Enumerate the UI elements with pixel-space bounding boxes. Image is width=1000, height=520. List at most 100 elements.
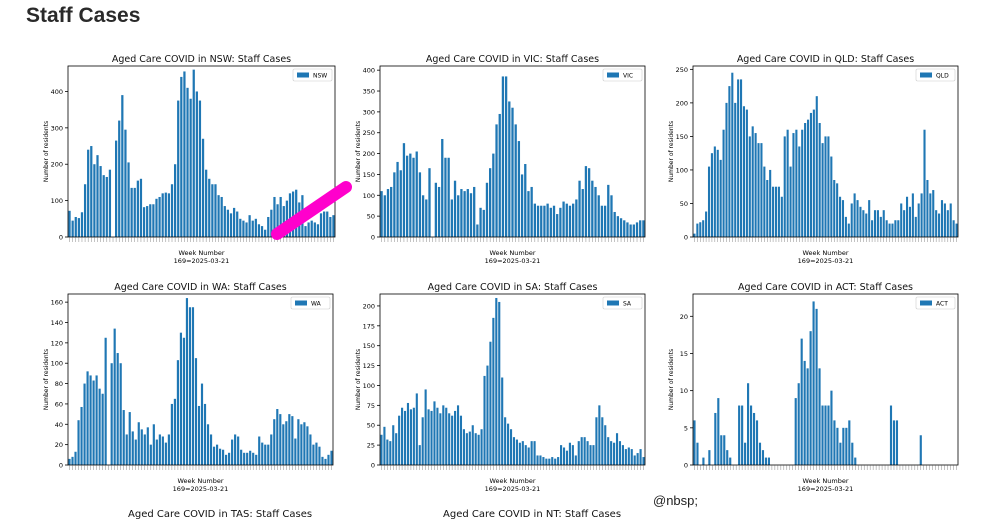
bar-vic-74 — [616, 216, 620, 237]
qld-ytick-label-0: 0 — [684, 234, 688, 242]
bar-act-54 — [854, 457, 857, 465]
act-x-axis-label: Week Number — [803, 477, 849, 485]
bar-qld-19 — [748, 136, 751, 237]
nsw-legend-label: NSW — [313, 73, 327, 80]
bar-vic-56 — [559, 207, 562, 237]
bar-wa-72 — [285, 421, 288, 465]
bar-act-36 — [800, 338, 803, 465]
bar-act-52 — [848, 420, 851, 465]
bar-sa-80 — [615, 433, 619, 465]
bar-sa-32 — [474, 433, 477, 465]
bar-vic-51 — [543, 205, 546, 237]
bar-act-19 — [749, 405, 753, 465]
bar-act-45 — [827, 405, 830, 465]
bar-nsw-15 — [115, 140, 118, 237]
vic-ytick-label-8: 400 — [363, 67, 375, 75]
vic-ytick-label-4: 200 — [363, 150, 375, 158]
bar-qld-45 — [824, 136, 827, 237]
bar-qld-81 — [929, 193, 932, 237]
bar-sa-65 — [571, 445, 574, 465]
bar-vic-11 — [415, 151, 418, 237]
bar-qld-12 — [728, 86, 731, 238]
qld-y-axis-label: Number of residents — [668, 121, 675, 182]
bar-nsw-12 — [105, 176, 108, 237]
bar-qld-9 — [719, 159, 722, 237]
qld-ytick-label-3: 150 — [676, 133, 688, 141]
tas-chart-title: Aged Care COVID in TAS: Staff Cases — [128, 509, 313, 520]
bar-wa-68 — [273, 419, 276, 465]
bar-qld-29 — [777, 186, 780, 237]
bar-wa-76 — [297, 419, 300, 465]
bar-wa-34 — [170, 403, 173, 465]
bar-sa-64 — [568, 442, 571, 465]
bar-wa-35 — [173, 398, 176, 465]
bar-qld-86 — [943, 203, 946, 237]
bar-act-76 — [919, 435, 922, 465]
bar-nsw-46 — [211, 184, 214, 237]
bar-qld-48 — [833, 180, 836, 237]
bar-wa-84 — [321, 456, 324, 465]
bar-vic-15 — [428, 168, 431, 237]
bar-sa-36 — [486, 365, 489, 465]
vic-ytick-label-0: 0 — [371, 234, 375, 242]
bar-wa-67 — [270, 434, 273, 465]
bar-sa-41 — [501, 377, 504, 465]
bar-vic-75 — [619, 218, 623, 237]
vic-ytick-label-7: 350 — [363, 88, 375, 96]
bar-nsw-54 — [236, 211, 239, 237]
bar-nsw-2 — [74, 216, 77, 237]
bar-qld-49 — [836, 183, 839, 237]
sa-ytick-label-6: 150 — [363, 342, 375, 350]
bar-sa-75 — [601, 417, 604, 465]
bar-sa-27 — [459, 415, 463, 465]
bar-sa-52 — [533, 441, 536, 465]
bar-sa-68 — [580, 437, 583, 465]
bar-vic-57 — [562, 201, 565, 237]
sa-ytick-label-7: 175 — [363, 322, 375, 330]
bar-qld-41 — [812, 109, 815, 237]
bar-act-16 — [741, 405, 744, 465]
bar-act-42 — [818, 368, 821, 465]
bar-wa-53 — [228, 452, 231, 465]
vic-x-axis-label: Week Number — [490, 249, 536, 257]
nsw-chart: 0 100 200 300 400 Aged Care COVID in NSW: Sta… — [43, 54, 336, 265]
bar-wa-17 — [119, 363, 122, 465]
bar-sa-28 — [462, 429, 465, 465]
bar-wa-56 — [237, 436, 240, 465]
qld-ytick-label-4: 200 — [676, 99, 688, 107]
bar-sa-87 — [636, 453, 639, 465]
sa-plot-frame — [379, 293, 646, 466]
bar-nsw-71 — [288, 193, 292, 237]
bar-wa-73 — [288, 414, 291, 465]
bar-qld-10 — [722, 129, 725, 237]
bar-nsw-23 — [139, 178, 143, 237]
bar-wa-63 — [258, 436, 261, 465]
bar-wa-46 — [206, 424, 210, 465]
bar-qld-18 — [745, 109, 748, 237]
bar-act-39 — [809, 331, 812, 465]
sa-x-axis-sublabel: 169=2025-03-21 — [485, 485, 541, 493]
sa-legend-label: SA — [623, 301, 632, 308]
bar-qld-84 — [938, 213, 941, 237]
bar-nsw-22 — [136, 180, 139, 237]
bar-wa-74 — [291, 416, 294, 465]
bar-wa-37 — [179, 332, 183, 465]
bar-vic-0 — [380, 191, 383, 237]
bar-vic-28 — [469, 193, 473, 237]
bar-nsw-53 — [232, 207, 236, 237]
bar-wa-0 — [68, 458, 71, 465]
sa-ytick-label-1: 25 — [367, 442, 375, 450]
bar-act-3 — [702, 457, 705, 465]
bar-vic-61 — [575, 199, 578, 237]
bar-sa-23 — [448, 413, 451, 465]
bar-qld-1 — [696, 223, 699, 237]
bar-vic-20 — [444, 157, 447, 237]
bar-vic-70 — [603, 205, 607, 237]
bar-wa-54 — [231, 439, 234, 465]
bar-sa-58 — [551, 457, 554, 465]
bar-qld-85 — [940, 200, 944, 237]
bar-sa-22 — [445, 407, 448, 465]
bar-act-35 — [797, 383, 800, 465]
bar-vic-10 — [412, 157, 415, 237]
sa-ytick-label-5: 125 — [363, 362, 375, 370]
